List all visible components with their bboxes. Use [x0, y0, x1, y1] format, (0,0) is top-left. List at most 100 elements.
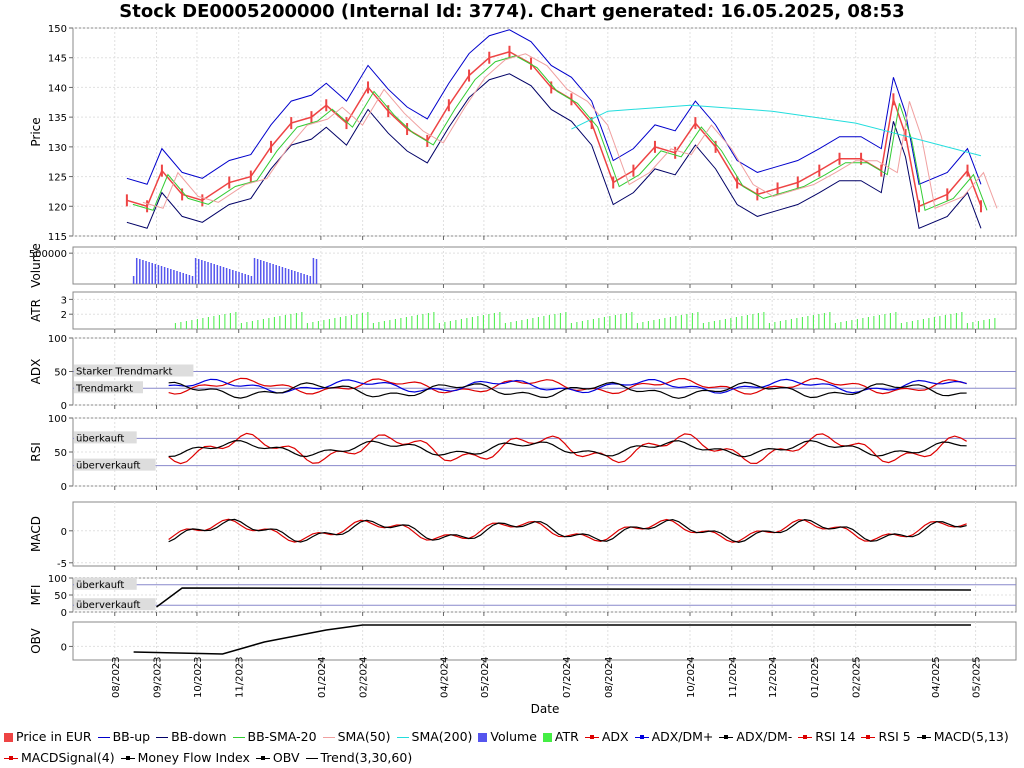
ylabel-atr: ATR — [29, 299, 43, 322]
xtick-label: 05/2025 — [972, 656, 983, 698]
legend-swatch — [584, 735, 599, 739]
annotation-box — [74, 458, 156, 471]
sma50-line — [142, 53, 998, 209]
xtick-label: 08/2023 — [111, 656, 122, 698]
legend: Price in EUR BB-up BB-down BB-SMA-20 SMA(50)… — [4, 726, 1020, 768]
legend-item: Money Flow Index — [120, 747, 250, 768]
bb-up-line — [126, 29, 982, 185]
xtick-label: 11/2024 — [728, 656, 739, 698]
ytick-label: 0 — [61, 608, 67, 619]
xtick-label: 09/2023 — [153, 656, 164, 698]
legend-label: BB-SMA-20 — [247, 729, 317, 744]
legend-label: SMA(200) — [411, 729, 473, 744]
ytick-label: 50 — [54, 368, 67, 379]
legend-swatch — [916, 735, 931, 739]
macd-line — [168, 518, 967, 543]
xtick-label: 02/2025 — [852, 656, 863, 698]
legend-swatch — [120, 756, 135, 760]
ytick-label: 0 — [61, 401, 67, 412]
legend-item: MACDSignal(4) — [4, 747, 115, 768]
xtick-label: 05/2024 — [480, 656, 491, 698]
legend-swatch — [396, 737, 409, 738]
legend-label: SMA(50) — [337, 729, 391, 744]
xtick-label: 01/2024 — [317, 656, 328, 698]
legend-item: BB-SMA-20 — [232, 726, 317, 747]
chart-canvas: 115120125130135140145150Price500000Volum… — [29, 24, 1017, 698]
ytick-label: 115 — [48, 232, 67, 243]
xtick-label: 04/2024 — [439, 656, 450, 698]
ylabel-mfi: MFI — [29, 585, 43, 606]
ytick-label: 3 — [61, 295, 67, 306]
panel-obv — [72, 621, 1017, 661]
ytick-label: 50 — [54, 448, 67, 459]
annotation-label: überkauft — [76, 580, 124, 591]
ylabel-volume: Volume — [29, 243, 43, 288]
legend-label: Money Flow Index — [137, 750, 250, 765]
legend-item: ADX — [584, 726, 629, 747]
ytick-label: 120 — [48, 202, 67, 213]
legend-item: MACD(5,13) — [916, 726, 1009, 747]
annotation-box — [74, 431, 137, 444]
mfi-line — [156, 587, 972, 608]
annotation-label: überverkauft — [76, 600, 141, 611]
legend-swatch — [719, 735, 734, 739]
xtick-label: 10/2024 — [686, 656, 697, 698]
panel-atr — [72, 291, 1017, 330]
legend-swatch — [322, 737, 335, 738]
legend-swatch — [634, 735, 649, 739]
chart-title: Stock DE0005200000 (Internal Id: 3774). … — [119, 1, 905, 22]
legend-swatch — [156, 737, 169, 738]
legend-label: RSI 5 — [878, 729, 911, 744]
sma200-line — [571, 104, 982, 157]
ytick-label: 2 — [61, 310, 67, 321]
legend-label: MACD(5,13) — [933, 729, 1009, 744]
legend-label: OBV — [272, 750, 300, 765]
ytick-label: 135 — [48, 113, 67, 124]
annotation-label: Starker Trendmarkt — [76, 367, 173, 378]
legend-item: ADX/DM- — [719, 726, 792, 747]
obv-line — [133, 624, 971, 655]
ytick-label: 50 — [54, 591, 67, 602]
legend-label: MACDSignal(4) — [21, 750, 115, 765]
annotation-box — [74, 364, 194, 377]
legend-label: Trend(3,30,60) — [320, 750, 413, 765]
legend-label: Volume — [490, 729, 537, 744]
ytick-label: 100 — [48, 334, 67, 345]
xtick-label: 04/2025 — [931, 656, 942, 698]
ylabel-rsi: RSI — [29, 442, 43, 462]
legend-label: RSI 14 — [815, 729, 856, 744]
legend-swatch — [97, 737, 110, 738]
ytick-label: 0 — [61, 642, 67, 653]
xtick-label: 01/2025 — [810, 656, 821, 698]
rsi14-line — [168, 440, 967, 458]
bb-down-line — [126, 73, 982, 229]
legend-label: BB-up — [112, 729, 151, 744]
legend-label: ADX/DM- — [736, 729, 793, 744]
ytick-label: 500000 — [29, 249, 67, 260]
legend-label: ADX — [601, 729, 629, 744]
panel-macd — [72, 501, 1017, 567]
legend-label: ATR — [554, 729, 579, 744]
legend-swatch — [232, 737, 245, 738]
legend-swatch — [255, 756, 270, 760]
legend-item: OBV — [255, 747, 300, 768]
ytick-label: 100 — [48, 574, 67, 585]
legend-swatch — [542, 733, 552, 742]
ylabel-macd: MACD — [29, 516, 43, 552]
xtick-label: 12/2024 — [768, 656, 779, 698]
xtick-label: 02/2024 — [359, 656, 370, 698]
ytick-label: 145 — [48, 54, 67, 65]
adx-dm-minus-line — [168, 381, 967, 399]
legend-label: BB-down — [171, 729, 227, 744]
legend-item: RSI 14 — [798, 726, 855, 747]
legend-item: BB-up — [97, 726, 151, 747]
x-axis-label: Date — [530, 702, 560, 716]
annotation-label: Trendmarkt — [75, 383, 133, 394]
rsi-line — [168, 432, 967, 465]
legend-item: RSI 5 — [861, 726, 911, 747]
xtick-label: 07/2024 — [562, 656, 573, 698]
ytick-label: 130 — [48, 143, 67, 154]
ytick-label: 125 — [48, 173, 67, 184]
ytick-label: 0 — [61, 482, 67, 493]
annotation-label: überverkauft — [76, 461, 141, 472]
